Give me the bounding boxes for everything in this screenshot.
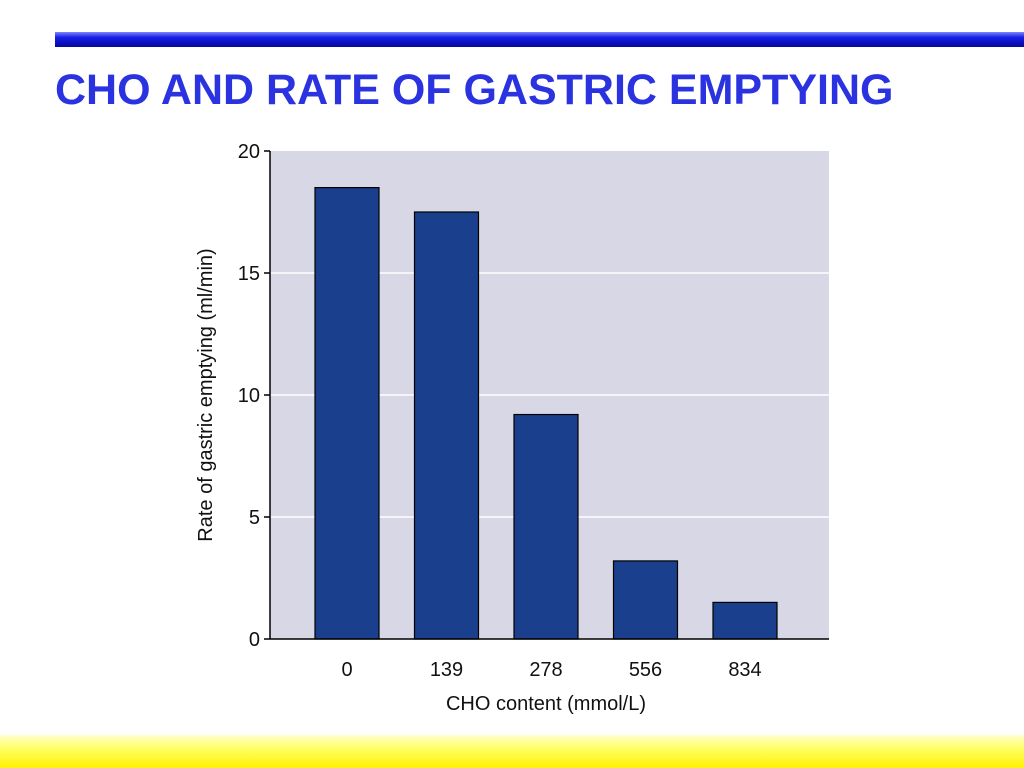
y-tick-label: 5 xyxy=(249,507,260,529)
x-tick-label: 139 xyxy=(430,659,463,681)
y-tick-label: 10 xyxy=(238,385,260,407)
bars xyxy=(314,187,778,640)
x-tick-label: 278 xyxy=(529,659,562,681)
x-tick-labels: 0 139 278 556 834 xyxy=(341,659,761,681)
x-tick-label: 834 xyxy=(728,659,761,681)
bar-278 xyxy=(513,413,579,640)
slide-title: CHO AND RATE OF GASTRIC EMPTYING xyxy=(55,66,894,114)
y-tick-label: 15 xyxy=(238,263,260,285)
x-tick-label: 556 xyxy=(629,659,662,681)
y-tick-label: 20 xyxy=(238,141,260,163)
x-tick-label: 0 xyxy=(341,659,352,681)
bar-834 xyxy=(712,601,778,640)
bar-556 xyxy=(612,560,679,640)
bar-0 xyxy=(314,187,380,640)
y-tick-label: 0 xyxy=(249,629,260,651)
y-tick-labels: 0 5 10 15 20 xyxy=(238,141,270,651)
x-axis-label: CHO content (mmol/L) xyxy=(446,693,646,715)
bar-139 xyxy=(413,211,480,640)
bottom-band xyxy=(0,735,1024,768)
top-rule xyxy=(55,32,1024,47)
y-axis-label: Rate of gastric emptying (ml/min) xyxy=(195,248,217,541)
